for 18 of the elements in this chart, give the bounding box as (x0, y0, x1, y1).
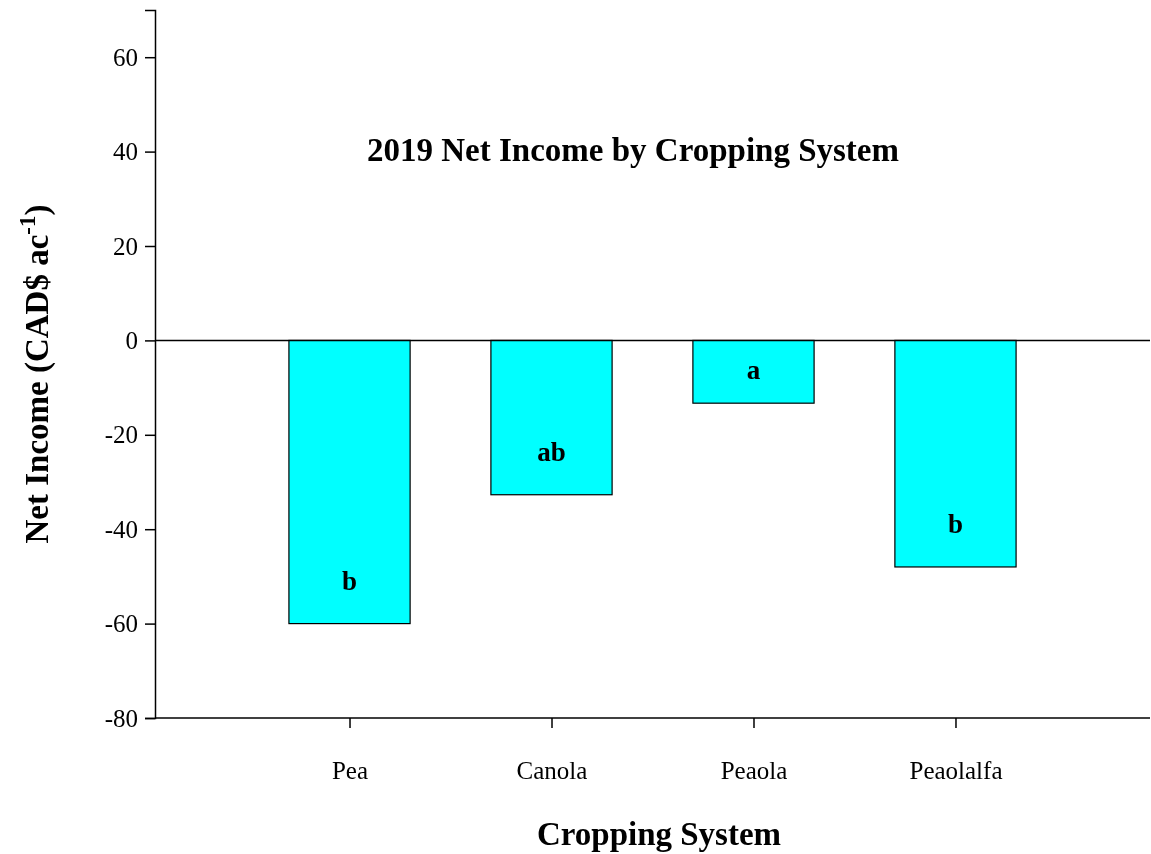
x-axis-title: Cropping System (536, 816, 782, 852)
text: 2019 Net Income by Cropping System (367, 132, 899, 168)
annotation: a (746, 354, 761, 385)
annotation: b (947, 509, 963, 540)
annotation: b (342, 565, 358, 596)
x-tick-label: Peaolalfa (909, 756, 1003, 784)
y-tick-label: 0 (125, 326, 138, 354)
y-tick-label: -60 (104, 610, 138, 638)
y-tick-label: 40 (113, 138, 138, 166)
annotation: ab (537, 436, 566, 467)
x-tick-label: Pea (331, 756, 369, 784)
y-tick-label: -40 (104, 515, 138, 543)
x-tick-label: Peaola (720, 756, 788, 784)
x-tick-label: Canola (516, 756, 588, 784)
y-tick-label: 20 (113, 232, 138, 260)
y-tick-label: 60 (113, 43, 138, 71)
y-tick-label: -20 (104, 421, 138, 449)
y-tick-label: -80 (104, 704, 138, 732)
